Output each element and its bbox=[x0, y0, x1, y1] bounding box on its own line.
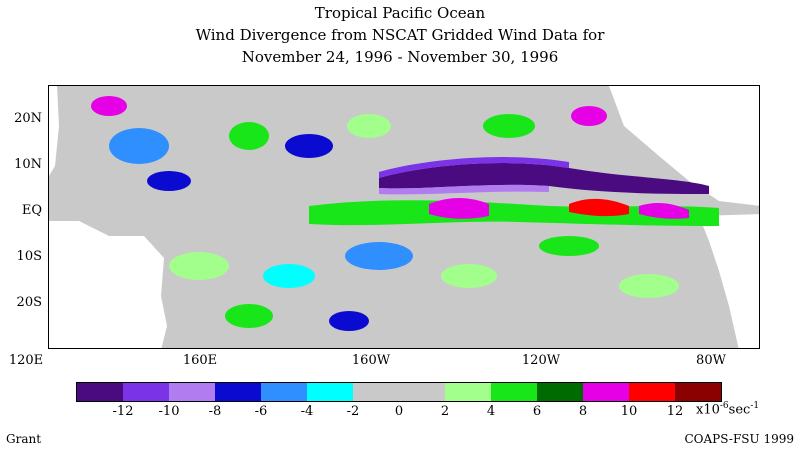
colorbar-swatch bbox=[215, 383, 261, 401]
lat-label-eq: EQ bbox=[21, 203, 42, 218]
colorbar-tick-label: 12 bbox=[666, 404, 684, 419]
colorbar-swatch bbox=[629, 383, 675, 401]
colorbar-swatch bbox=[675, 383, 721, 401]
colorbar-swatch bbox=[399, 383, 445, 401]
lon-label-120e: 120E bbox=[8, 353, 44, 368]
units-suffix: sec bbox=[728, 402, 751, 418]
title-line-3: November 24, 1996 - November 30, 1996 bbox=[241, 48, 559, 66]
title-line-2: Wind Divergence from NSCAT Gridded Wind … bbox=[195, 26, 605, 44]
colorbar-swatch bbox=[537, 383, 583, 401]
lon-label-160e: 160E bbox=[182, 353, 218, 368]
colorbar-tick-label: -8 bbox=[208, 404, 222, 419]
lat-label-20s: 20S bbox=[16, 295, 42, 310]
colorbar-tick-label: -4 bbox=[300, 404, 314, 419]
colorbar-tick-label: 10 bbox=[620, 404, 638, 419]
lat-label-10n: 10N bbox=[14, 157, 42, 172]
footer-author: Grant bbox=[6, 432, 42, 446]
colorbar-swatch bbox=[353, 383, 399, 401]
colorbar-tick-label: -12 bbox=[112, 404, 134, 419]
lon-label-160w: 160W bbox=[351, 353, 391, 368]
lat-label-10s: 10S bbox=[16, 249, 42, 264]
lon-label-120w: 120W bbox=[521, 353, 561, 368]
lon-label-80w: 80W bbox=[696, 353, 726, 368]
divergence-field bbox=[49, 86, 759, 348]
lat-label-20n: 20N bbox=[14, 111, 42, 126]
colorbar-swatch bbox=[77, 383, 123, 401]
colorbar-tick-label: -2 bbox=[346, 404, 360, 419]
colorbar-swatch bbox=[583, 383, 629, 401]
colorbar-swatch bbox=[261, 383, 307, 401]
divergence-map bbox=[48, 85, 760, 349]
colorbar-swatch bbox=[445, 383, 491, 401]
colorbar-tick-label: 2 bbox=[440, 404, 450, 419]
title-line-1: Tropical Pacific Ocean bbox=[314, 4, 486, 22]
units-prefix: x10 bbox=[696, 402, 720, 418]
colorbar-swatch bbox=[123, 383, 169, 401]
colorbar-tick-label: 6 bbox=[532, 404, 542, 419]
colorbar-tick-label: -10 bbox=[158, 404, 180, 419]
colorbar-swatch bbox=[491, 383, 537, 401]
colorbar-tick-label: 4 bbox=[486, 404, 496, 419]
units-exponent: -6 bbox=[719, 401, 729, 411]
colorbar-tick-label: -6 bbox=[254, 404, 268, 419]
colorbar-units: x10-6sec-1 bbox=[696, 401, 759, 417]
colorbar-swatch bbox=[169, 383, 215, 401]
units-exponent-2: -1 bbox=[750, 401, 760, 411]
colorbar-tick-label: 0 bbox=[394, 404, 404, 419]
footer-credit: COAPS-FSU 1999 bbox=[684, 432, 795, 446]
colorbar bbox=[76, 382, 722, 402]
colorbar-tick-label: 8 bbox=[578, 404, 588, 419]
colorbar-swatch bbox=[307, 383, 353, 401]
